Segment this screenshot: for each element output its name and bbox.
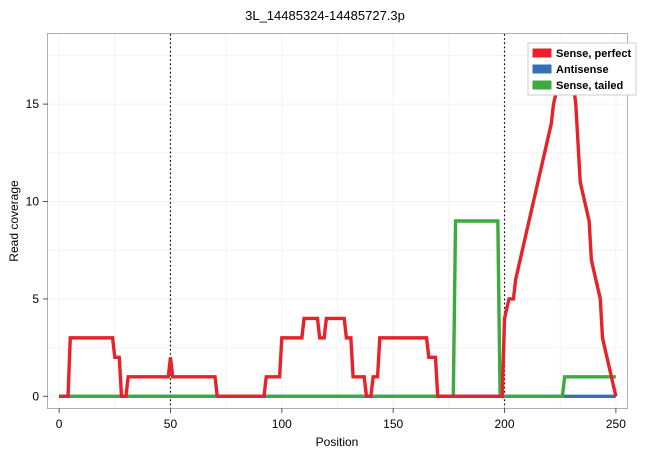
chart-title: 3L_14485324-14485727.3p xyxy=(245,8,405,23)
y-axis-label: Read coverage xyxy=(7,180,21,262)
x-tick-label: 0 xyxy=(56,417,63,431)
legend-swatch xyxy=(532,64,552,74)
legend-swatch xyxy=(532,48,552,58)
chart-legend: Sense, perfect Antisense Sense, tailed xyxy=(527,42,637,96)
y-tick-label: 0 xyxy=(32,389,39,403)
y-axis-ticks: 0 5 10 15 xyxy=(26,97,48,403)
y-tick-label: 10 xyxy=(26,195,40,209)
x-tick-label: 100 xyxy=(272,417,292,431)
x-axis-label: Position xyxy=(316,435,359,449)
x-tick-label: 200 xyxy=(495,417,515,431)
x-tick-label: 150 xyxy=(383,417,403,431)
legend-label: Antisense xyxy=(556,64,609,76)
y-tick-label: 15 xyxy=(26,97,40,111)
x-tick-label: 50 xyxy=(164,417,178,431)
series-line-sense-tailed xyxy=(59,219,616,399)
legend-label: Sense, tailed xyxy=(556,80,623,92)
y-tick-label: 5 xyxy=(32,292,39,306)
plot-border xyxy=(47,33,628,409)
legend-swatch xyxy=(532,80,552,90)
legend-label: Sense, perfect xyxy=(556,48,632,60)
x-axis-ticks: 0 50 100 150 200 250 xyxy=(56,408,626,431)
x-tick-label: 250 xyxy=(606,417,626,431)
